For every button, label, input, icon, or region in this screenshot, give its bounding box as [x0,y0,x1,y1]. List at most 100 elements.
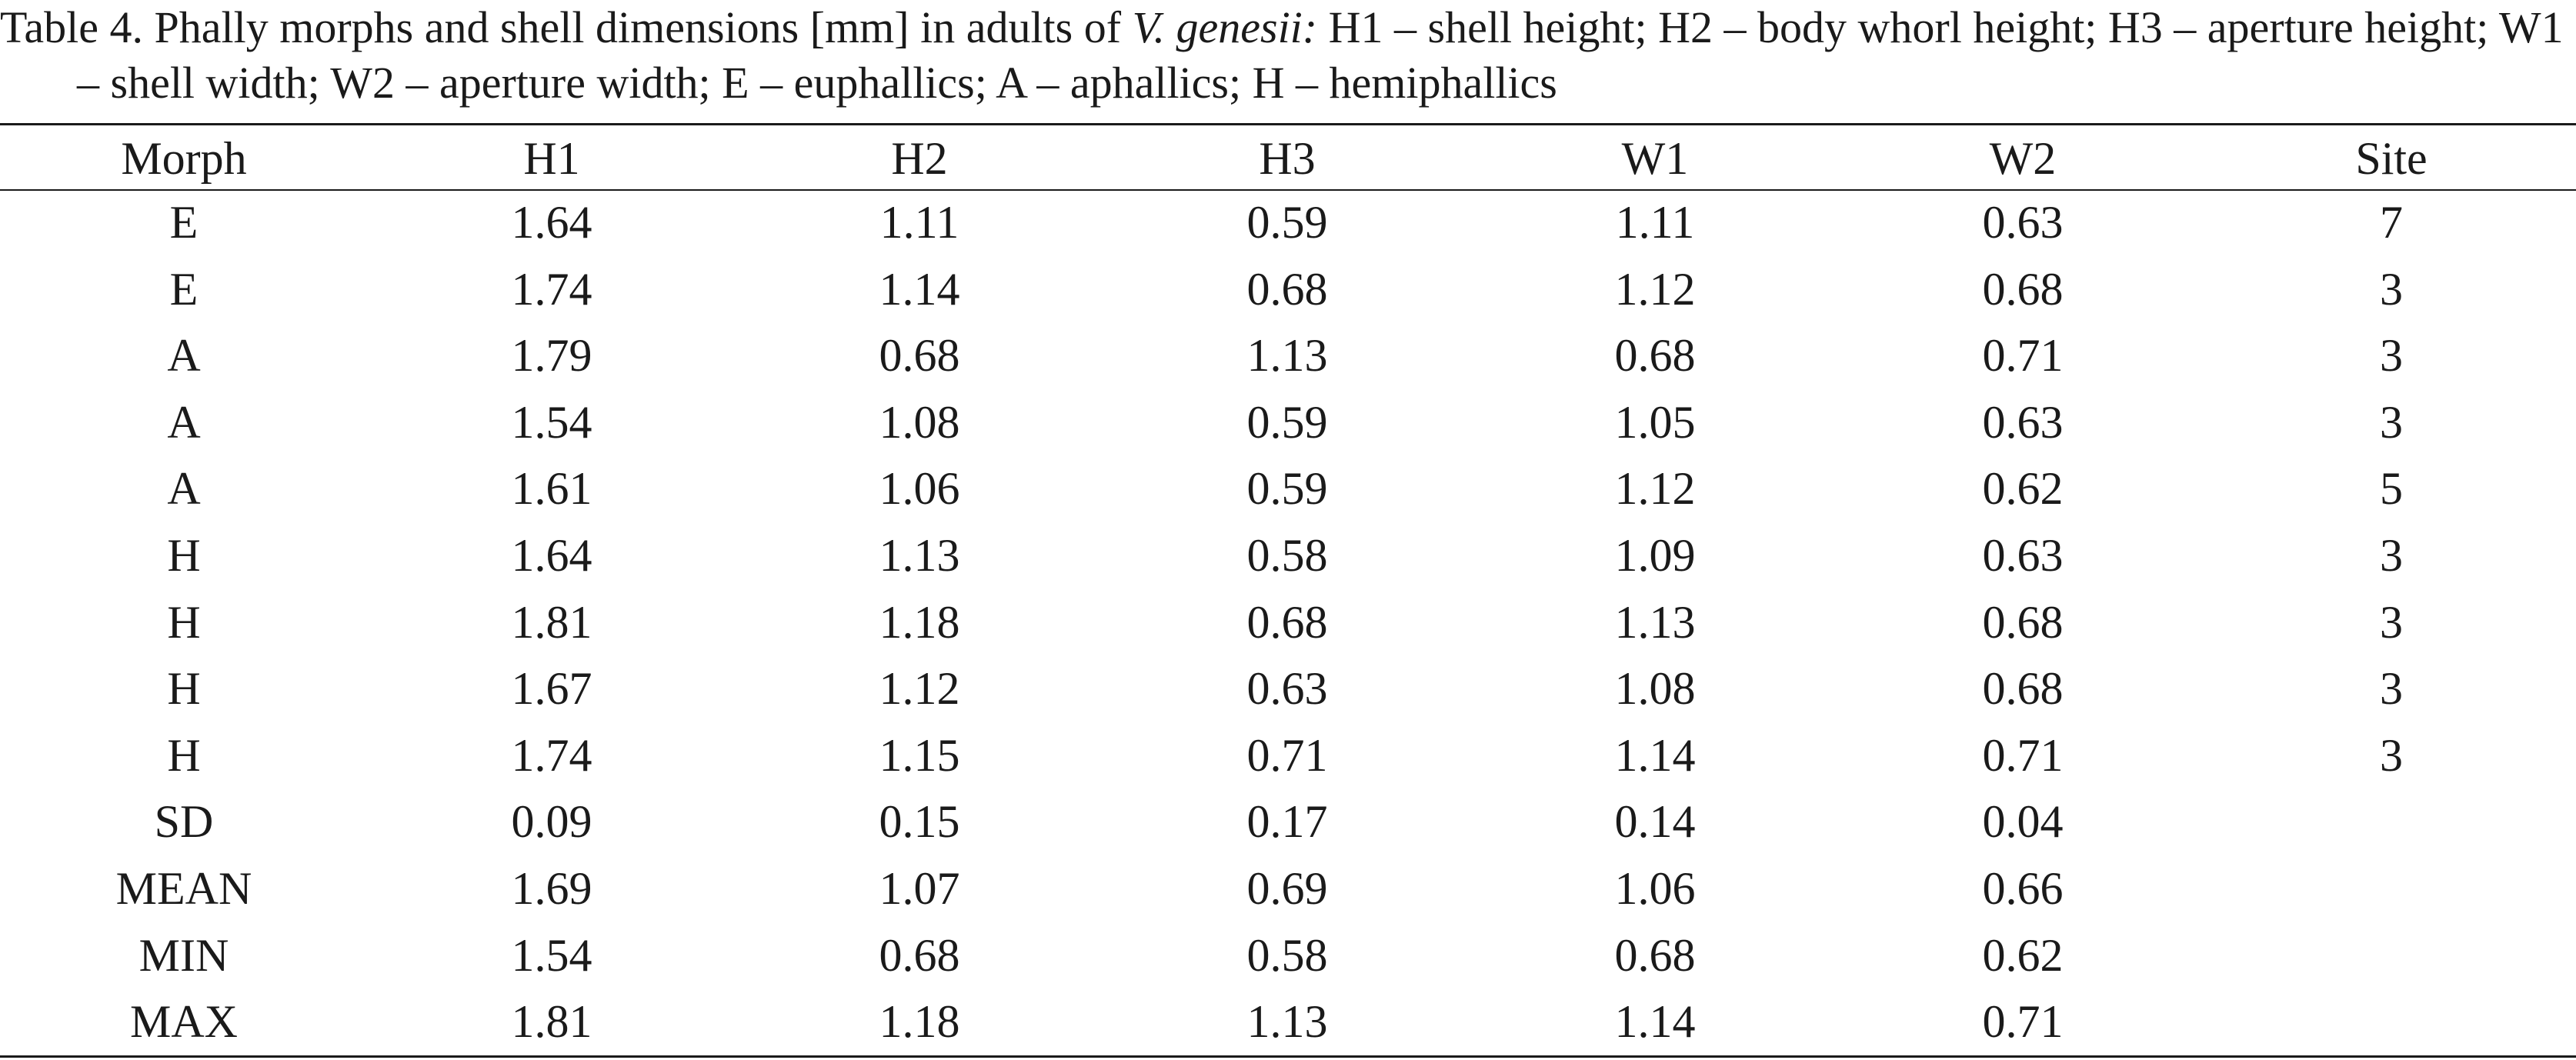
table-row: H 1.64 1.13 0.58 1.09 0.63 3 [0,522,2576,589]
table-cell [2207,855,2576,922]
table-cell: 3 [2380,263,2403,315]
table-cell: 1.69 [511,862,592,914]
table-cell: 0.17 [1246,796,1328,848]
table-cell: MAX [129,996,238,1048]
table-row: MIN 1.54 0.68 0.58 0.68 0.62 [0,922,2576,989]
table-cell: 1.79 [511,330,592,382]
table-cell: 0.63 [1982,529,2064,581]
header-cell: H1 [523,133,580,184]
table-cell: 0.09 [511,796,592,848]
table-cell: 1.12 [1614,263,1696,315]
table-cell: 0.68 [1614,929,1696,981]
table-cell: 0.59 [1246,396,1328,448]
table-cell [2207,788,2576,855]
header-cell: Morph [121,133,247,184]
table-cell: 3 [2380,596,2403,648]
table-cell: E [169,263,199,315]
caption-prefix: Table 4. Phally morphs and shell dimensi… [0,2,1133,52]
table-cell: 1.06 [879,463,960,515]
table-cell: 1.13 [1246,330,1328,382]
table-bottom-rule [0,1055,2576,1058]
table-cell: 0.68 [879,330,960,382]
table-cell: SD [154,796,214,848]
table-cell: 0.68 [1246,263,1328,315]
table-row: A 1.61 1.06 0.59 1.12 0.62 5 [0,455,2576,522]
table-row: E 1.64 1.11 0.59 1.11 0.63 7 [0,189,2576,256]
table-top-rule [0,123,2576,125]
table-row: A 1.54 1.08 0.59 1.05 0.63 3 [0,389,2576,456]
table-cell: 0.66 [1982,862,2064,914]
table-cell: 0.59 [1246,463,1328,515]
table-cell: 1.08 [1614,663,1696,715]
table-cell: 0.63 [1982,197,2064,248]
table-cell: 0.68 [1246,596,1328,648]
table-cell: 0.15 [879,796,960,848]
table-cell: 1.07 [879,862,960,914]
table-cell: 1.14 [1614,729,1696,781]
table-cell: 1.67 [511,663,592,715]
table-cell: 0.69 [1246,862,1328,914]
table-row: E 1.74 1.14 0.68 1.12 0.68 3 [0,256,2576,323]
header-row: Morph H1 H2 H3 W1 W2 Site [0,128,2576,189]
table-cell: 1.18 [879,596,960,648]
table-cell: A [167,396,201,448]
data-table: Morph H1 H2 H3 W1 W2 Site E 1.64 1.11 0.59 1… [0,128,2576,1055]
table-row: SD 0.09 0.15 0.17 0.14 0.04 [0,788,2576,855]
table-cell: 1.11 [879,197,959,248]
table-cell: 1.61 [511,463,592,515]
table-row: MAX 1.81 1.18 1.13 1.14 0.71 [0,988,2576,1055]
table-cell: MIN [138,929,229,981]
table-row: H 1.67 1.12 0.63 1.08 0.68 3 [0,655,2576,722]
table-cell: 3 [2380,663,2403,715]
caption-suffix: H1 – shell height; H2 – body whorl heigh… [77,2,2564,108]
table-cell: 0.62 [1982,929,2064,981]
header-cell: W1 [1621,133,1689,184]
table-cell: 1.14 [1614,996,1696,1048]
table-cell: 1.13 [1614,596,1696,648]
table-cell: 1.18 [879,996,960,1048]
header-cell: H2 [891,133,948,184]
table-cell: 0.71 [1982,996,2064,1048]
table-cell: 1.14 [879,263,960,315]
table-cell: 1.81 [511,596,592,648]
table-cell: 0.71 [1246,729,1328,781]
table-cell: 5 [2380,463,2403,515]
table-header-rule [0,189,2576,191]
caption-species: V. genesii: [1132,2,1318,52]
table-cell: 1.74 [511,729,592,781]
table-cell: 0.62 [1982,463,2064,515]
table-cell: 1.13 [1246,996,1328,1048]
table-cell: E [169,197,199,248]
table-cell: 0.58 [1246,929,1328,981]
table-caption: Table 4. Phally morphs and shell dimensi… [0,0,2576,111]
table-cell [2207,922,2576,989]
table-cell: 0.68 [1982,596,2064,648]
table-cell: 1.64 [511,197,592,248]
table-cell: 3 [2380,396,2403,448]
table-cell: 1.54 [511,929,592,981]
table-cell: H [167,663,201,715]
table-cell: 3 [2380,529,2403,581]
table-cell: MEAN [115,862,252,914]
table-cell: 1.08 [879,396,960,448]
table-row: MEAN 1.69 1.07 0.69 1.06 0.66 [0,855,2576,922]
table-cell: 0.14 [1614,796,1696,848]
table-cell: 0.68 [1614,330,1696,382]
table-cell: A [167,463,201,515]
table-cell: 0.59 [1246,197,1328,248]
table-cell: H [167,729,201,781]
table-cell: H [167,596,201,648]
table-cell: 1.05 [1614,396,1696,448]
header-cell: H3 [1259,133,1316,184]
header-cell: W2 [1989,133,2057,184]
table-cell: 0.58 [1246,529,1328,581]
table-cell: 1.15 [879,729,960,781]
table-cell: 1.09 [1614,529,1696,581]
table-cell: 0.71 [1982,729,2064,781]
table-cell: 0.68 [1982,663,2064,715]
table-cell: H [167,529,201,581]
table-cell: 0.04 [1982,796,2064,848]
table-cell: 1.64 [511,529,592,581]
table-cell: 1.11 [1615,197,1695,248]
table-cell: 0.63 [1246,663,1328,715]
